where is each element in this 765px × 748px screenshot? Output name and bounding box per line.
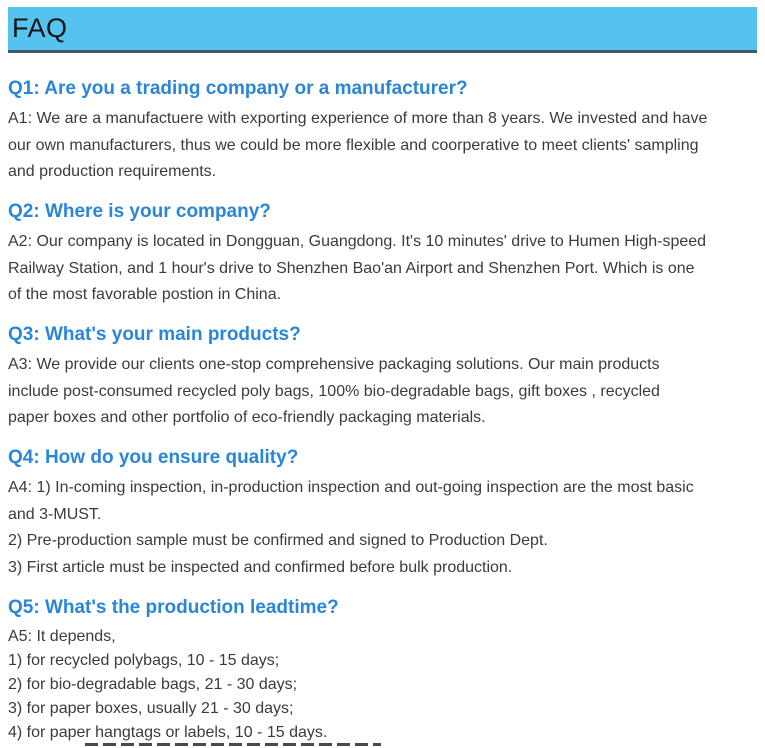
faq-answer: A4: 1) In-coming inspection, in-producti…	[8, 475, 757, 581]
faq-answer: A3: We provide our clients one-stop comp…	[8, 352, 757, 432]
answer-line: A3: We provide our clients one-stop comp…	[8, 356, 660, 373]
answer-line: A2: Our company is located in Dongguan, …	[8, 233, 707, 250]
answer-line: A1: We are a manufactuere with exporting…	[8, 110, 708, 127]
faq-list: Q1: Are you a trading company or a manuf…	[8, 77, 757, 745]
faq-question: Q2: Where is your company?	[8, 201, 271, 222]
faq-answer: A5: It depends, 1) for recycled polybags…	[8, 625, 757, 745]
faq-item-q4: Q4: How do you ensure quality? A4: 1) In…	[8, 446, 757, 581]
answer-line: and production requirements.	[8, 163, 217, 180]
answer-line: 4) for paper hangtags or labels, 10 - 15…	[8, 723, 328, 741]
answer-line: 3) for paper boxes, usually 21 - 30 days…	[8, 699, 294, 717]
answer-line: A5: It depends,	[8, 627, 116, 645]
faq-answer: A2: Our company is located in Dongguan, …	[8, 229, 757, 309]
cutoff-text-fragment	[85, 743, 381, 746]
answer-line: include post-consumed recycled poly bags…	[8, 382, 660, 400]
answer-line: of the most favorable postion in China.	[8, 286, 282, 303]
faq-question: Q4: How do you ensure quality?	[8, 447, 299, 468]
answer-line: Railway Station, and 1 hour's drive to S…	[8, 259, 695, 277]
answer-line: paper boxes and other portfolio of eco-f…	[8, 409, 486, 426]
answer-line: A4: 1) In-coming inspection, in-producti…	[8, 479, 694, 496]
faq-item-q2: Q2: Where is your company? A2: Our compa…	[8, 200, 757, 309]
faq-question: Q1: Are you a trading company or a manuf…	[8, 78, 468, 99]
answer-line: and 3-MUST.	[8, 505, 102, 523]
faq-item-q5: Q5: What's the production leadtime? A5: …	[8, 596, 757, 745]
answer-line: 1) for recycled polybags, 10 - 15 days;	[8, 651, 280, 669]
answer-line: our own manufacturers, thus we could be …	[8, 136, 699, 154]
answer-line: 3) First article must be inspected and c…	[8, 558, 513, 576]
faq-question: Q5: What's the production leadtime?	[8, 596, 339, 618]
faq-question: Q3: What's your main products?	[8, 324, 301, 345]
faq-item-q3: Q3: What's your main products? A3: We pr…	[8, 323, 757, 432]
faq-answer: A1: We are a manufactuere with exporting…	[8, 106, 757, 186]
answer-line: 2) Pre-production sample must be confirm…	[8, 532, 548, 549]
faq-section-header: FAQ	[8, 7, 757, 53]
answer-line: 2) for bio-degradable bags, 21 - 30 days…	[8, 675, 298, 693]
faq-item-q1: Q1: Are you a trading company or a manuf…	[8, 77, 757, 186]
